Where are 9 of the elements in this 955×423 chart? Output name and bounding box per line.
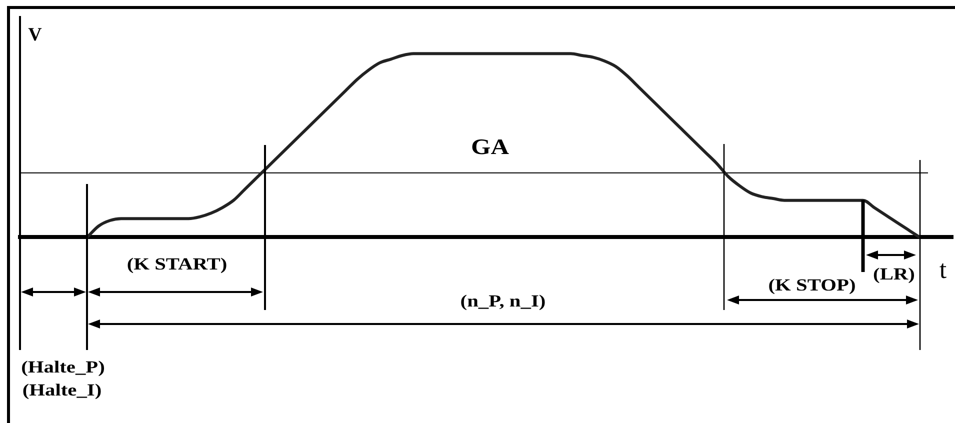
text: (K START) (126, 254, 228, 274)
ref-line-label: GA (470, 134, 508, 159)
y-axis-title: V (28, 24, 42, 46)
text: (n_P, n_I) (460, 292, 546, 310)
text: (LR) (873, 264, 915, 284)
text: (K STOP) (768, 276, 856, 294)
x-axis-title: t (939, 255, 947, 284)
text: (Halte_I) (22, 380, 102, 400)
text: (Halte_P) (21, 358, 105, 376)
